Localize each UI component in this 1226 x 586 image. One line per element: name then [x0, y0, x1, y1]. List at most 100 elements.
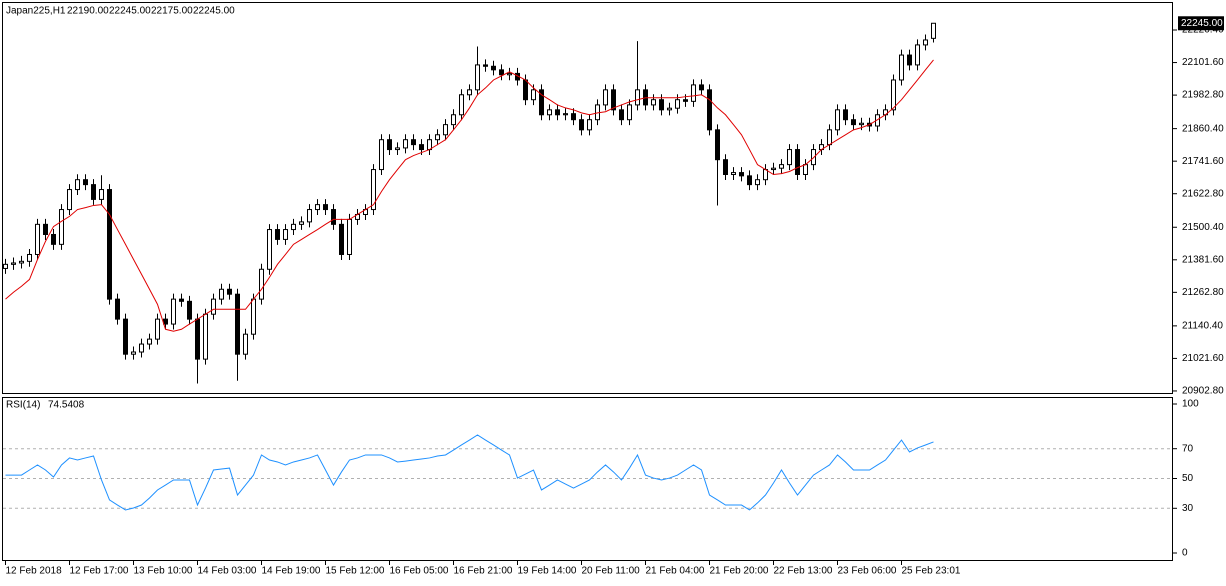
- x-tick-label: 13 Feb 10:00: [134, 566, 193, 577]
- y-tick-label: 21500.40: [1182, 222, 1224, 233]
- candle-body: [907, 54, 912, 66]
- x-tick-label: 16 Feb 21:00: [454, 566, 513, 577]
- y-tick-label: 21381.60: [1182, 254, 1224, 265]
- x-tick-label: 14 Feb 03:00: [198, 566, 257, 577]
- candle-body: [219, 288, 224, 300]
- candle-body: [19, 260, 24, 264]
- candle-body: [611, 89, 616, 111]
- candle-body: [123, 318, 128, 355]
- y-tick-label: 100: [1182, 399, 1199, 410]
- candle-body: [787, 149, 792, 166]
- x-tick-label: 23 Feb 06:00: [838, 566, 897, 577]
- x-tick-label: 20 Feb 11:00: [582, 566, 641, 577]
- candle-body: [667, 107, 672, 111]
- x-tick-label: 14 Feb 19:00: [262, 566, 321, 577]
- candle-body: [691, 84, 696, 102]
- candle-body: [699, 84, 704, 91]
- candle-body: [195, 318, 200, 360]
- candle-body: [419, 144, 424, 151]
- rsi-value: 74.5408: [48, 400, 85, 411]
- x-tick-label: 19 Feb 14:00: [518, 566, 577, 577]
- candle-body: [427, 139, 432, 151]
- candle-body: [315, 204, 320, 211]
- y-tick-label: 21140.40: [1182, 321, 1223, 332]
- y-tick-label: 21982.80: [1182, 90, 1224, 101]
- candle-body: [83, 179, 88, 186]
- candle-body: [803, 164, 808, 175]
- candle-body: [531, 89, 536, 101]
- candle-body: [755, 179, 760, 186]
- candle-body: [843, 109, 848, 121]
- x-tick-label: 16 Feb 05:00: [390, 566, 449, 577]
- y-tick-label: 50: [1182, 473, 1194, 484]
- candle-body: [635, 89, 640, 106]
- candle-body: [227, 288, 232, 295]
- candle-body: [147, 338, 152, 345]
- candle-body: [3, 263, 8, 269]
- candle-body: [731, 172, 736, 175]
- candle-body: [491, 65, 496, 71]
- candle-body: [75, 179, 80, 191]
- candle-body: [915, 44, 920, 66]
- candle-body: [891, 79, 896, 111]
- candle-body: [835, 109, 840, 131]
- candle-body: [11, 262, 16, 265]
- candle-body: [331, 209, 336, 225]
- candle-body: [275, 229, 280, 240]
- candle-body: [251, 298, 256, 335]
- ohlc-label: 22245.00: [109, 6, 151, 17]
- candle-body: [131, 351, 136, 355]
- candle-body: [475, 64, 480, 91]
- candle-body: [739, 172, 744, 177]
- candle-body: [627, 104, 632, 121]
- candle-body: [187, 300, 192, 320]
- candle-body: [171, 298, 176, 325]
- candle-body: [579, 119, 584, 131]
- candle-body: [675, 99, 680, 109]
- x-tick-label: 21 Feb 04:00: [646, 566, 705, 577]
- candle-body: [683, 99, 688, 102]
- candle-body: [563, 113, 568, 116]
- x-tick-label: 12 Feb 2018: [6, 566, 63, 577]
- candle-body: [763, 169, 768, 181]
- candle-body: [899, 54, 904, 81]
- y-tick-label: 30: [1182, 503, 1194, 514]
- candle-body: [387, 139, 392, 151]
- candle-body: [483, 64, 488, 67]
- candle-body: [35, 223, 40, 255]
- candle-body: [435, 134, 440, 141]
- x-tick-label: 15 Feb 12:00: [326, 566, 385, 577]
- y-tick-label: 21262.80: [1182, 287, 1224, 298]
- y-tick-label: 21021.60: [1182, 353, 1224, 364]
- candle-body: [619, 109, 624, 121]
- candle-body: [659, 99, 664, 111]
- candle-body: [139, 343, 144, 353]
- candle-body: [67, 189, 72, 211]
- x-tick-label: 21 Feb 20:00: [710, 566, 769, 577]
- candle-body: [115, 298, 120, 320]
- candle-body: [859, 122, 864, 126]
- candle-body: [451, 114, 456, 126]
- candle-body: [51, 233, 56, 245]
- candle-body: [395, 147, 400, 151]
- y-tick-label: 21622.80: [1182, 188, 1224, 199]
- candle-body: [459, 94, 464, 116]
- candle-body: [523, 79, 528, 101]
- ohlc-label: 22175.00: [151, 6, 193, 17]
- candle-body: [779, 164, 784, 169]
- candle-body: [323, 204, 328, 211]
- y-tick-label: 0: [1182, 548, 1188, 559]
- candle-body: [107, 189, 112, 300]
- candle-body: [179, 298, 184, 302]
- candle-body: [587, 119, 592, 131]
- candle-body: [211, 298, 216, 315]
- candle-body: [243, 333, 248, 355]
- x-tick-label: 12 Feb 17:00: [70, 566, 129, 577]
- candle-body: [411, 139, 416, 146]
- candle-body: [283, 229, 288, 240]
- candle-body: [827, 129, 832, 146]
- candle-body: [771, 167, 776, 171]
- candle-body: [499, 69, 504, 76]
- candle-body: [403, 139, 408, 149]
